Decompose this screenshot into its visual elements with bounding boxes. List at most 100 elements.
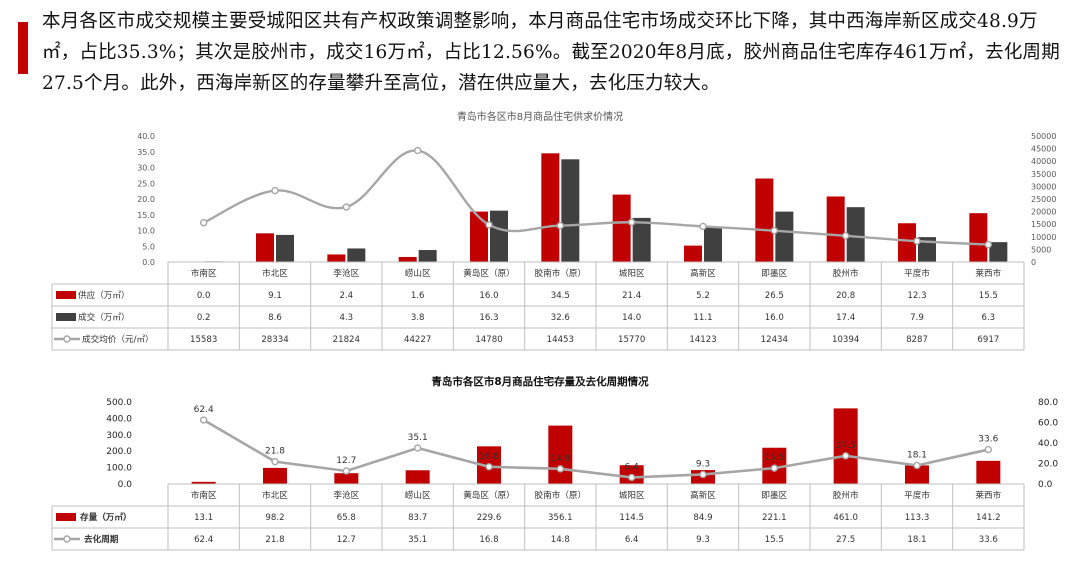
legend-label: 成交（万㎡） bbox=[78, 311, 130, 323]
y-left-tick-label: 40.0 bbox=[137, 132, 155, 141]
chart1-svg: 0.0 5.0 10.0 15.0 20.0 25.0 30.0 35.0 40.0 0 5000 1… bbox=[51, 132, 1056, 351]
y-right-tick-label: 40000 bbox=[1031, 157, 1056, 166]
chart2-svg: 0.0 100.0 200.0 300.0 400.0 500.0 0.0 20.0 40.0 6… bbox=[51, 398, 1058, 551]
y-left-tick-label: 300.0 bbox=[106, 431, 132, 441]
stock-bar bbox=[405, 470, 430, 484]
supply-bar bbox=[327, 254, 346, 262]
table-cell: 6.4 bbox=[625, 535, 639, 545]
y-right-tick-label: 45000 bbox=[1031, 145, 1056, 154]
cycle-data-label: 18.1 bbox=[907, 450, 927, 460]
stock-bar bbox=[548, 425, 573, 484]
table-cell: 15770 bbox=[618, 335, 645, 345]
table-cell: 84.9 bbox=[693, 513, 712, 523]
table-cell: 83.7 bbox=[408, 513, 427, 523]
table-cell: 12434 bbox=[761, 335, 788, 345]
cycle-data-label: 16.8 bbox=[479, 452, 499, 462]
category-label: 莱西市 bbox=[975, 489, 1001, 501]
table-cell: 229.6 bbox=[477, 513, 502, 523]
stock-bar bbox=[976, 460, 1001, 484]
table-cell: 14780 bbox=[475, 335, 502, 345]
cycle-data-label: 27.5 bbox=[836, 441, 856, 451]
category-label: 黄岛区（原） bbox=[463, 489, 515, 501]
y-left-tick-label: 35.0 bbox=[137, 148, 155, 157]
deal-bar bbox=[490, 210, 508, 262]
table-cell: 6917 bbox=[977, 335, 999, 345]
table-cell: 7.9 bbox=[910, 313, 924, 323]
category-label: 平度市 bbox=[904, 267, 930, 279]
legend-label: 供应（万㎡） bbox=[78, 289, 130, 301]
y-left-tick-label: 500.0 bbox=[106, 398, 132, 408]
category-label: 莱西市 bbox=[975, 267, 1001, 279]
category-label: 即墨区 bbox=[761, 268, 787, 279]
deal-bar bbox=[418, 250, 437, 262]
y-right-tick-label: 40.0 bbox=[1038, 439, 1058, 449]
table-cell: 6.3 bbox=[981, 313, 995, 323]
stock-bar bbox=[833, 408, 858, 484]
cycle-point bbox=[556, 465, 565, 473]
table-cell: 12.3 bbox=[907, 291, 926, 301]
price-point bbox=[413, 146, 422, 155]
cycle-data-label: 62.4 bbox=[194, 405, 214, 415]
price-point bbox=[556, 221, 565, 230]
table-cell: 3.8 bbox=[411, 313, 425, 323]
table-cell: 13.1 bbox=[194, 513, 213, 523]
table-cell: 114.5 bbox=[619, 513, 644, 523]
category-label: 崂山区 bbox=[405, 490, 431, 501]
y-left-tick-label: 20.0 bbox=[137, 195, 155, 204]
category-label: 李沧区 bbox=[333, 489, 359, 501]
cycle-data-label: 14.8 bbox=[550, 454, 570, 464]
category-label: 胶南市（原） bbox=[535, 267, 587, 279]
price-point bbox=[199, 219, 208, 227]
table-cell: 113.3 bbox=[905, 513, 930, 523]
table-cell: 27.5 bbox=[836, 535, 855, 545]
table-cell: 16.3 bbox=[479, 313, 498, 323]
table-cell: 11.1 bbox=[693, 313, 712, 323]
cycle-point bbox=[841, 452, 850, 460]
category-label: 崂山区 bbox=[405, 268, 431, 279]
table-cell: 1.6 bbox=[411, 291, 425, 301]
cycle-data-label: 33.6 bbox=[978, 435, 998, 445]
y-right-tick-label: 50000 bbox=[1031, 132, 1056, 141]
table-cell: 32.6 bbox=[551, 313, 570, 323]
supply-bar bbox=[256, 233, 274, 262]
table-cell: 221.1 bbox=[762, 513, 787, 523]
table-cell: 16.0 bbox=[479, 291, 498, 301]
legend-label: 成交均价（元/㎡） bbox=[82, 333, 154, 345]
deal-bar bbox=[775, 211, 794, 262]
table-cell: 65.8 bbox=[337, 513, 356, 523]
price-line bbox=[203, 149, 989, 246]
table-cell: 461.0 bbox=[833, 513, 858, 523]
deal-bar bbox=[632, 217, 651, 262]
table-cell: 21824 bbox=[333, 335, 360, 345]
cycle-point bbox=[627, 473, 636, 482]
supply-bar bbox=[398, 256, 417, 262]
y-left-tick-label: 0.0 bbox=[118, 480, 133, 490]
stock-bar bbox=[263, 467, 287, 484]
table-cell: 35.1 bbox=[408, 535, 427, 545]
y-left-tick-label: 30.0 bbox=[137, 164, 155, 173]
table-cell: 18.1 bbox=[907, 535, 926, 545]
y-left-tick-label: 200.0 bbox=[106, 447, 132, 457]
category-label: 城阳区 bbox=[619, 268, 645, 279]
table-cell: 5.2 bbox=[696, 291, 710, 301]
price-point bbox=[271, 186, 279, 195]
deal-bar bbox=[347, 248, 366, 262]
category-label: 高新区 bbox=[690, 267, 716, 279]
table-cell: 16.8 bbox=[479, 535, 498, 545]
y-left-tick-label: 15.0 bbox=[137, 211, 155, 220]
table-cell: 2.4 bbox=[339, 291, 353, 301]
table-cell: 0.0 bbox=[197, 291, 211, 301]
price-point bbox=[627, 218, 636, 226]
category-label: 李沧区 bbox=[333, 267, 359, 279]
table-cell: 15.5 bbox=[765, 535, 784, 545]
cycle-line bbox=[203, 418, 989, 479]
table-cell: 8287 bbox=[906, 335, 928, 345]
category-label: 市北区 bbox=[262, 489, 288, 501]
deal-bar bbox=[561, 159, 580, 262]
supply-bar bbox=[541, 153, 560, 262]
legend-swatch-marker bbox=[63, 535, 71, 543]
y-right-tick-label: 0.0 bbox=[1038, 480, 1053, 490]
cycle-point bbox=[913, 461, 921, 470]
y-right-tick-label: 15000 bbox=[1031, 220, 1056, 229]
cycle-data-label: 9.3 bbox=[696, 459, 710, 469]
